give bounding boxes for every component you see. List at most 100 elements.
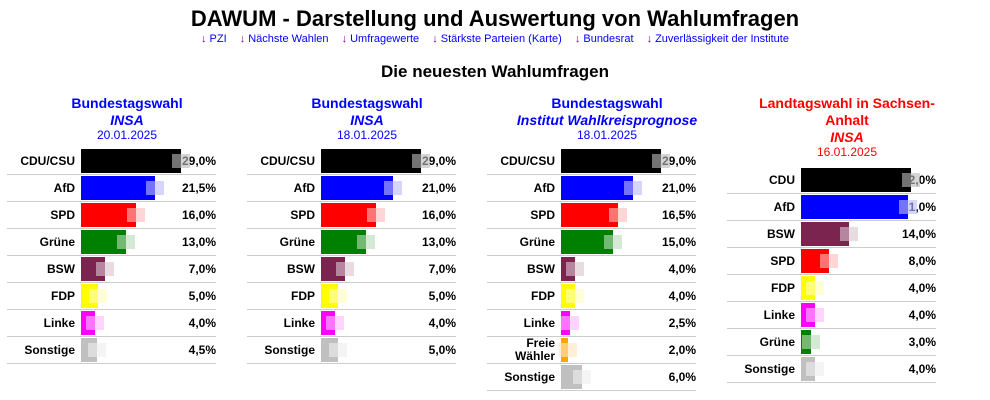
party-name: BSW [247, 255, 321, 283]
bar-cell [561, 255, 661, 283]
party-value: 2,5% [661, 309, 696, 337]
results-table: CDU/CSU 29,0% AfD 21,0% SPD 16,5% Grüne 15,… [487, 148, 696, 391]
party-name: SPD [487, 201, 561, 229]
party-name: SPD [727, 247, 801, 275]
party-row: Grüne 13,0% [247, 228, 456, 256]
poll-date: 18.01.2025 [576, 128, 638, 142]
party-row: Sonstige 6,0% [487, 363, 696, 391]
previous-poll-marker [840, 227, 859, 241]
party-row: SPD 16,0% [7, 201, 216, 229]
previous-poll-marker [172, 154, 191, 168]
party-value: 4,5% [181, 336, 216, 364]
party-value: 3,0% [901, 328, 936, 356]
nav-bundesrat[interactable]: ↓ Bundesrat [574, 33, 634, 45]
previous-poll-marker [336, 262, 355, 276]
previous-poll-marker [325, 316, 344, 330]
nav-naechste-wahlen[interactable]: ↓ Nächste Wahlen [239, 33, 329, 45]
party-name: Linke [247, 309, 321, 337]
party-bar [561, 203, 618, 227]
bar-cell [81, 201, 181, 229]
nav-staerkste-parteien[interactable]: ↓ Stärkste Parteien (Karte) [432, 33, 562, 45]
bar-cell [321, 228, 421, 256]
institute-name[interactable]: INSA [110, 112, 144, 128]
institute-name[interactable]: Institut Wahlkreisprognose [516, 112, 698, 128]
party-bar [81, 257, 106, 281]
bar-cell [81, 282, 181, 310]
party-value: 21,0% [661, 174, 696, 202]
poll-card: Landtagswahl in Sachsen-Anhalt INSA 16.0… [727, 95, 967, 383]
previous-poll-marker [412, 154, 431, 168]
poll-card: Bundestagswahl Institut Wahlkreisprognos… [487, 95, 727, 391]
party-name: FDP [247, 282, 321, 310]
previous-poll-marker [116, 235, 135, 249]
previous-poll-marker [652, 154, 671, 168]
party-value: 8,0% [901, 247, 936, 275]
bar-cell [801, 301, 901, 329]
bar-cell [321, 255, 421, 283]
party-row: AfD 21,0% [487, 174, 696, 202]
poll-header[interactable]: Bundestagswahl Institut Wahlkreisprognos… [487, 95, 727, 142]
party-value: 21,0% [421, 174, 456, 202]
previous-poll-marker [805, 308, 824, 322]
poll-header[interactable]: Bundestagswahl INSA 20.01.2025 [7, 95, 247, 142]
party-bar [321, 230, 366, 254]
previous-poll-marker [96, 262, 115, 276]
election-title[interactable]: Bundestagswahl [71, 95, 183, 111]
poll-header[interactable]: Bundestagswahl INSA 18.01.2025 [247, 95, 487, 142]
party-value: 4,0% [901, 301, 936, 329]
party-row: AfD 21,0% [247, 174, 456, 202]
bar-cell [801, 328, 901, 356]
party-row: AfD 31,0% [727, 193, 936, 221]
party-bar [801, 330, 812, 354]
previous-poll-marker [367, 208, 386, 222]
party-bar [81, 176, 156, 200]
poll-card: Bundestagswahl INSA 18.01.2025 CDU/CSU 29… [247, 95, 487, 364]
party-bar [801, 222, 850, 246]
institute-name[interactable]: INSA [830, 129, 864, 145]
nav-zuverlaessigkeit[interactable]: ↓ Zuverlässigkeit der Institute [646, 33, 789, 45]
party-name: Grüne [727, 328, 801, 356]
party-name: FDP [7, 282, 81, 310]
party-name: CDU [727, 167, 801, 194]
party-row: Freie Wähler 2,0% [487, 336, 696, 364]
party-name: CDU/CSU [7, 148, 81, 175]
previous-poll-marker [565, 262, 584, 276]
bar-cell [321, 201, 421, 229]
previous-poll-marker [356, 235, 375, 249]
bar-cell [801, 193, 917, 221]
election-title[interactable]: Landtagswahl in Sachsen-Anhalt [759, 95, 935, 128]
party-name: Linke [487, 309, 561, 337]
party-value: 5,0% [421, 336, 456, 364]
previous-poll-marker [89, 289, 108, 303]
election-title[interactable]: Bundestagswahl [551, 95, 663, 111]
institute-name[interactable]: INSA [350, 112, 384, 128]
party-row: Sonstige 4,5% [7, 336, 216, 364]
party-value: 29,0% [661, 148, 696, 175]
previous-poll-marker [560, 316, 579, 330]
party-value: 7,0% [181, 255, 216, 283]
previous-poll-marker [565, 289, 584, 303]
party-value: 16,0% [181, 201, 216, 229]
party-name: FDP [487, 282, 561, 310]
party-name: Grüne [7, 228, 81, 256]
nav-pzi[interactable]: ↓ PZI [201, 33, 227, 45]
party-row: CDU/CSU 29,0% [247, 148, 456, 175]
previous-poll-marker [127, 208, 146, 222]
party-row: CDU 32,0% [727, 167, 936, 194]
election-title[interactable]: Bundestagswahl [311, 95, 423, 111]
party-bar [801, 168, 912, 192]
bar-cell [321, 282, 421, 310]
party-row: Linke 2,5% [487, 309, 696, 337]
party-bar [321, 338, 339, 362]
nav-umfragewerte[interactable]: ↓ Umfragewerte [341, 33, 420, 45]
bar-cell [560, 309, 661, 337]
party-name: Sonstige [487, 363, 561, 391]
poll-header[interactable]: Landtagswahl in Sachsen-Anhalt INSA 16.0… [727, 95, 967, 159]
party-name: CDU/CSU [487, 148, 561, 175]
party-bar [801, 249, 829, 273]
party-row: FDP 5,0% [7, 282, 216, 310]
party-value: 16,5% [661, 201, 696, 229]
party-name: Sonstige [727, 355, 801, 383]
party-bar [801, 303, 815, 327]
bar-cell [561, 148, 671, 175]
